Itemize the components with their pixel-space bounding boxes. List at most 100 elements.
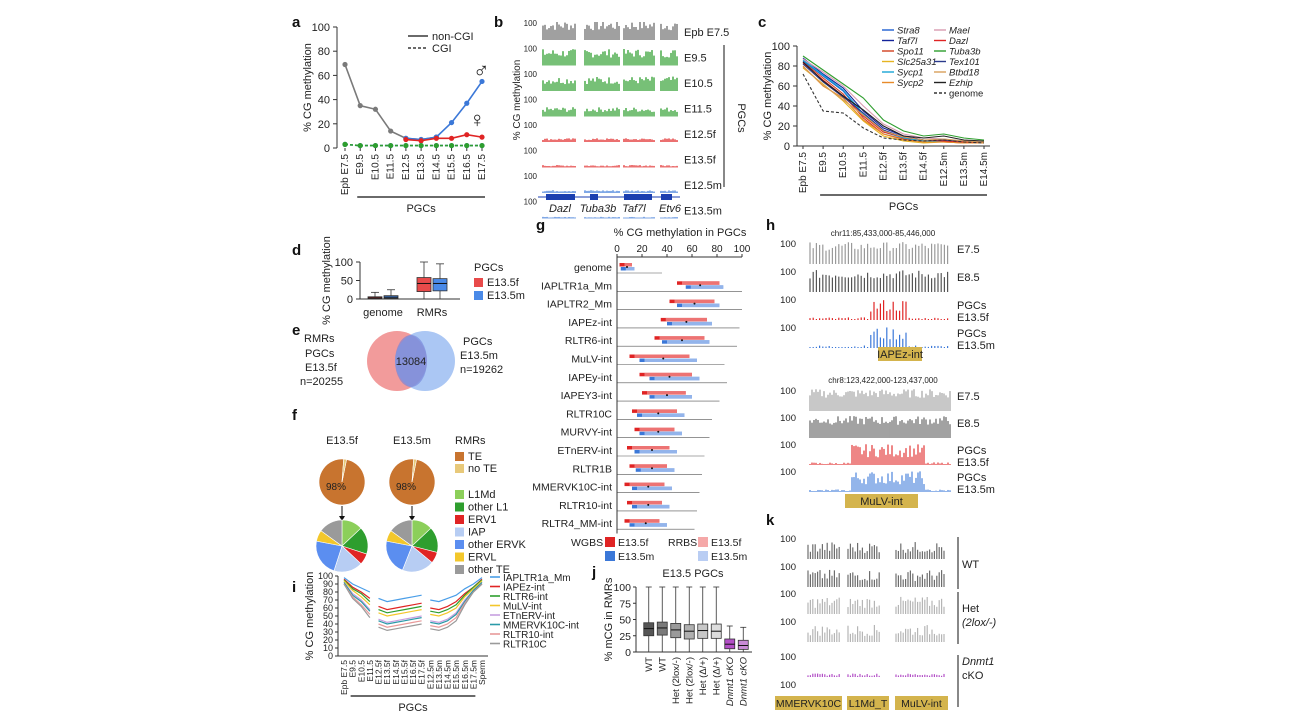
a-series-2-point	[448, 135, 455, 141]
i-x-group-label: PGCs	[398, 702, 428, 714]
c-x-tick-label: E14.5f	[919, 152, 930, 181]
h-track-max: 100	[780, 413, 796, 424]
k-group-label-het: Het	[962, 603, 979, 615]
e-overlap-count: 13084	[396, 356, 427, 368]
c-x-tick-label: E14.5m	[979, 152, 990, 186]
a-series-4-point	[448, 142, 455, 149]
g-rrbs-m-bar	[644, 431, 682, 436]
i-legend-MMERVK10C-int: MMERVK10C-int	[503, 621, 579, 632]
panel-label-f: f	[292, 407, 298, 424]
f-pie-title-0: E13.5f	[326, 435, 359, 447]
i-series-line-MMERVK10C-int	[343, 582, 371, 612]
g-x-tick-label: 80	[711, 244, 723, 255]
i-x-tick-label: E15.5m	[451, 660, 461, 689]
j-box-3	[683, 624, 695, 640]
a-series-4-point	[403, 142, 409, 149]
panel-g-range-chart: % CG methylation in PGCs 0 20 40 60 80 100 geno…	[532, 227, 751, 563]
f-legend-title: RMRs	[455, 435, 486, 447]
h-track-max: 100	[780, 440, 796, 451]
i-series-line-MuLV-int	[378, 609, 422, 617]
g-median-dot	[668, 375, 671, 378]
b-track-max: 100	[524, 147, 538, 156]
g-rrbs-f-bar	[682, 281, 720, 285]
j-box-1	[656, 621, 668, 636]
g-row-label: IAPEz-int	[568, 317, 612, 329]
j-box-2	[670, 623, 682, 639]
f-legend-sub-swatch-1	[455, 502, 464, 512]
a-x-tick-label: E12.5	[401, 154, 412, 181]
d-y-tick-label: 100	[335, 257, 353, 269]
g-median-dot	[644, 522, 647, 525]
g-legend-wgbs-f-swatch	[605, 537, 615, 547]
h-element-label-1: MuLV-int	[860, 496, 903, 508]
i-x-tick-label: E16.5m	[460, 660, 470, 689]
g-rrbs-m-bar	[667, 340, 710, 344]
h-element-box-0	[878, 347, 922, 361]
f-legend-sub-swatch-0	[455, 490, 464, 499]
panel-a-line-chart: 0 20 40 60 80 100 Epb E7.5 E9.5 E10.5 E11.5 E12.5 E…	[302, 22, 490, 215]
k-track-max: 100	[780, 562, 796, 573]
g-rrbs-m-bar	[637, 504, 670, 509]
h-track-max: 100	[780, 386, 796, 397]
panel-label-c: c	[758, 14, 766, 31]
a-series-0-point	[388, 128, 394, 134]
f-legend-top-1: no TE	[468, 463, 497, 475]
g-rrbs-f-bar	[632, 500, 662, 505]
k-group-label-cko: cKO	[962, 670, 984, 682]
a-male-symbol: ♂	[473, 58, 490, 83]
b-gene-label: Etv6	[659, 203, 682, 215]
b-track-label: Epb E7.5	[684, 27, 729, 39]
g-row-label: RLTR4_MM-int	[542, 518, 612, 530]
h-track-label: E8.5	[957, 272, 980, 284]
g-median-dot	[647, 503, 650, 506]
e-left-label: PGCs	[305, 348, 335, 360]
g-legend-rrbs-m-swatch	[698, 551, 708, 561]
b-group-label: PGCs	[735, 103, 747, 133]
k-element-label-2: MuLV-int	[901, 698, 942, 710]
i-series-line-IAPLTR1a_Mm	[343, 577, 371, 593]
c-legend-Ezhip: Ezhip	[949, 78, 973, 89]
e-right-n: n=19262	[460, 364, 503, 376]
d-box-E13.5m	[432, 278, 448, 292]
g-rrbs-m-bar	[682, 303, 720, 308]
i-x-tick-label: E14.5m	[443, 660, 453, 689]
b-track-label: E13.5m	[684, 206, 722, 218]
c-x-tick-label: E13.5f	[899, 152, 910, 181]
a-x-tick-label: E11.5	[386, 154, 397, 180]
f-legend-sub-6: other TE	[468, 564, 510, 576]
b-track-label: E10.5	[684, 78, 713, 90]
c-x-tick-label: Epb E7.5	[798, 152, 809, 194]
i-y-tick-label: 30	[323, 627, 333, 637]
b-gene-block-1	[590, 194, 598, 200]
d-legend-swatch-E13.5f	[474, 278, 483, 287]
c-x-group-label: PGCs	[889, 201, 919, 213]
k-track-max: 100	[780, 589, 796, 600]
g-x-tick-label: 20	[636, 244, 648, 255]
g-median-dot	[681, 339, 683, 342]
j-y-tick-label: 0	[625, 647, 631, 659]
i-legend-IAPLTR1a_Mm: IAPLTR1a_Mm	[503, 573, 571, 584]
g-row-label: RLTR10C	[566, 408, 612, 420]
c-y-tick-label: 20	[778, 121, 790, 133]
c-x-tick-label: E12.5f	[878, 152, 889, 181]
f-legend-sub-5: ERVL	[468, 552, 497, 564]
panel-label-i: i	[292, 579, 296, 596]
c-legend-Tuba3b: Tuba3b	[949, 47, 981, 58]
f-arrow-head-0	[339, 516, 345, 521]
i-y-tick-label: 40	[323, 619, 333, 629]
h-track-max: 100	[780, 467, 796, 478]
h-track-max: 100	[780, 267, 796, 278]
k-element-box-2	[895, 696, 948, 710]
i-series-line-IAPLTR1a_Mm	[430, 577, 483, 603]
h-track-label: E7.5	[957, 391, 980, 403]
g-rrbs-m-bar	[634, 523, 667, 527]
g-rrbs-m-bar	[637, 486, 672, 491]
i-series-line-IAPLTR1a_Mm	[378, 594, 422, 603]
g-rrbs-m-bar	[644, 358, 697, 362]
g-rrbs-f-bar	[624, 263, 632, 267]
k-group-label-wt: WT	[962, 559, 979, 571]
i-series-line-MuLV-int	[430, 580, 483, 617]
d-x-tick-label: RMRs	[417, 307, 448, 319]
